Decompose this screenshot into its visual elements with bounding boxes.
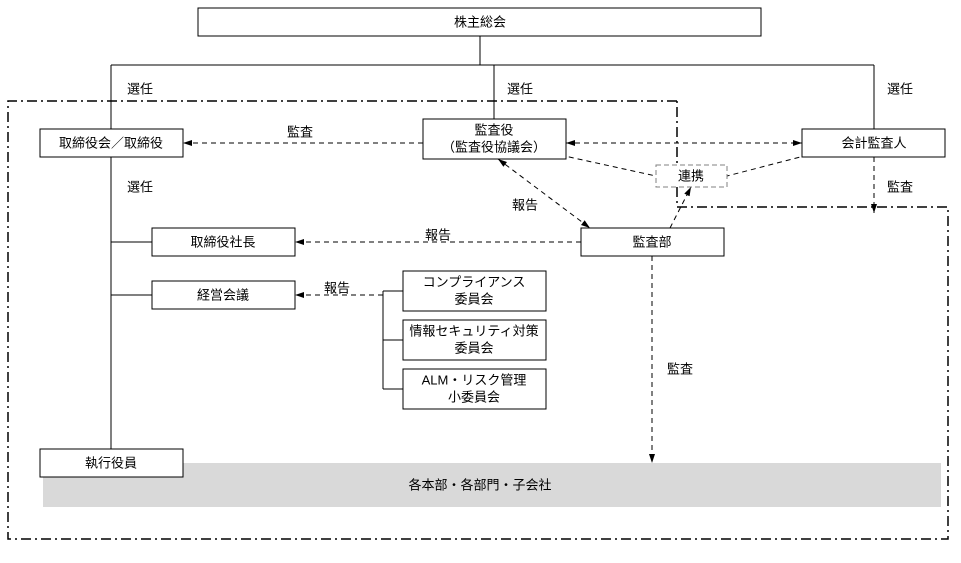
label-kansa-3: 監査: [667, 361, 693, 376]
exec-officer-label: 執行役員: [85, 455, 137, 470]
divisions-label: 各本部・各部門・子会社: [408, 477, 551, 492]
node-board: 取締役会／取締役: [40, 129, 183, 157]
node-compliance: コンプライアンス 委員会: [403, 271, 546, 311]
auditor-label-2: （監査役協議会）: [442, 139, 546, 154]
node-infosec: 情報セキュリティ対策 委員会: [403, 320, 546, 360]
node-alm: ALM・リスク管理 小委員会: [403, 369, 546, 409]
alm-label-1: ALM・リスク管理: [422, 372, 527, 387]
node-exec-officer: 執行役員: [40, 449, 183, 477]
infosec-label-2: 委員会: [454, 340, 493, 355]
node-shareholders: 株主総会: [198, 8, 761, 36]
shareholders-label: 株主総会: [454, 14, 506, 29]
cooperation-label: 連携: [678, 168, 704, 183]
audit-dept-label: 監査部: [632, 234, 671, 249]
node-cooperation: 連携: [656, 165, 727, 187]
label-sennin-2: 選任: [507, 81, 533, 96]
node-audit-dept: 監査部: [581, 228, 724, 256]
label-houkoku-2: 報告: [425, 227, 451, 242]
president-label: 取締役社長: [190, 234, 255, 249]
node-president: 取締役社長: [152, 228, 295, 256]
auditor-label-1: 監査役: [474, 122, 513, 137]
accounting-auditor-label: 会計監査人: [841, 135, 906, 150]
edge-auditdept-auditor: [498, 159, 590, 228]
alm-label-2: 小委員会: [448, 389, 500, 404]
label-sennin-1: 選任: [127, 81, 153, 96]
edge-coop-right: [727, 155, 808, 176]
label-houkoku-1: 報告: [512, 197, 538, 212]
edge-coop-left: [560, 155, 656, 176]
label-kansa-1: 監査: [287, 124, 313, 139]
label-sennin-3: 選任: [887, 81, 913, 96]
mgmt-label: 経営会議: [197, 287, 249, 302]
label-sennin-4: 選任: [127, 179, 153, 194]
board-label: 取締役会／取締役: [59, 135, 163, 150]
infosec-label-1: 情報セキュリティ対策: [409, 323, 538, 338]
label-houkoku-3: 報告: [324, 280, 350, 295]
node-divisions: 各本部・各部門・子会社: [408, 477, 551, 492]
compliance-label-2: 委員会: [454, 291, 493, 306]
label-kansa-2: 監査: [887, 179, 913, 194]
org-diagram: 株主総会 取締役会／取締役 監査役 （監査役協議会） 会計監査人 連携 取締役社…: [0, 0, 961, 563]
node-auditor: 監査役 （監査役協議会）: [423, 119, 566, 159]
compliance-label-1: コンプライアンス: [423, 274, 526, 289]
node-accounting-auditor: 会計監査人: [802, 129, 945, 157]
node-mgmt-meeting: 経営会議: [152, 281, 295, 309]
